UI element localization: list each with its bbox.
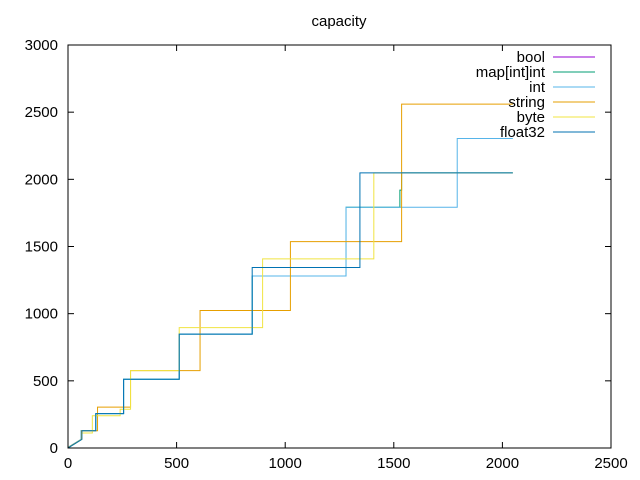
y-tick-label: 1000 (25, 306, 58, 323)
y-tick-label: 2000 (25, 171, 58, 188)
x-tick-label: 500 (164, 455, 189, 472)
y-tick-label: 2500 (25, 104, 58, 121)
series-layer (67, 103, 513, 449)
legend-label-2: int (529, 79, 546, 96)
y-tick-label: 500 (33, 373, 58, 390)
chart-title: capacity (311, 13, 367, 30)
x-tick-label: 1000 (269, 455, 302, 472)
legend-label-5: float32 (500, 124, 545, 141)
y-tick-label: 1500 (25, 239, 58, 256)
axes-layer: 0 500 1000 1500 2000 2500 0 500 1000 1500 2000 2500… (25, 37, 628, 472)
legend-label-1: map[int]int (476, 64, 546, 81)
y-tick-label: 0 (50, 440, 58, 457)
legend-label-3: string (508, 94, 545, 111)
x-tick-label: 0 (64, 455, 72, 472)
legend-label-0: bool (517, 49, 545, 66)
series-line-5 (67, 172, 513, 449)
x-tick-label: 1500 (377, 455, 410, 472)
x-tick-label: 2000 (486, 455, 519, 472)
y-tick-label: 3000 (25, 37, 58, 54)
series-line-3 (67, 103, 513, 449)
x-tick-label: 2500 (594, 455, 627, 472)
legend-label-4: byte (517, 109, 545, 126)
